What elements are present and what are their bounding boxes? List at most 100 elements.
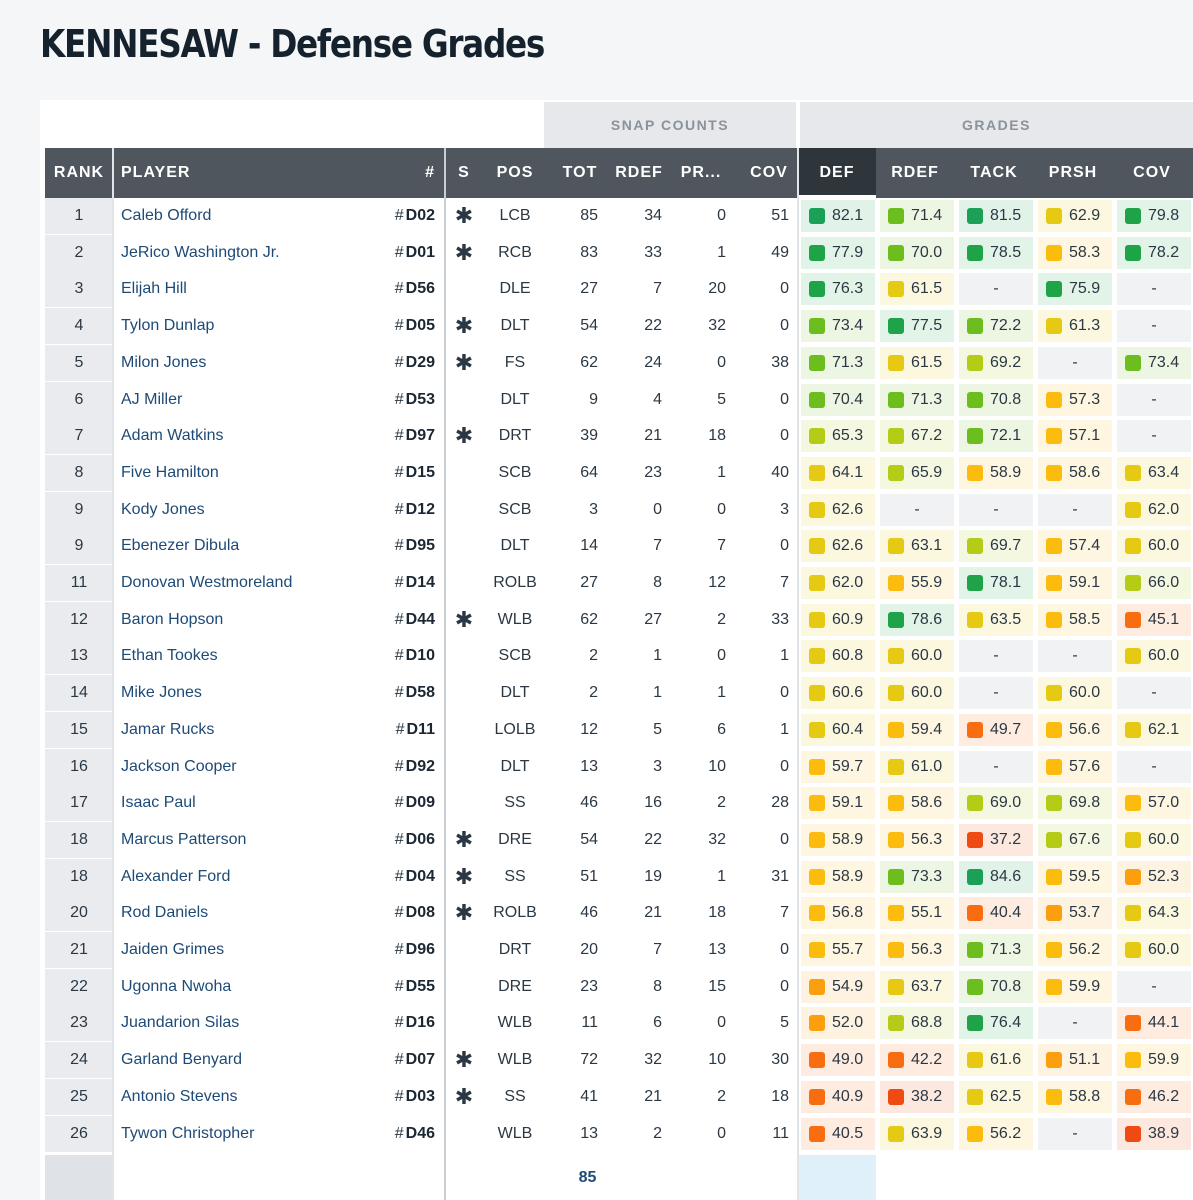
player-link[interactable]: Kody Jones — [121, 500, 205, 518]
table-row[interactable]: 8 Five Hamilton # D15 SCB 64 23 1 40 64.1 65.9 58.9… — [45, 454, 1193, 491]
grade-color-swatch — [1046, 208, 1062, 224]
grade-color-swatch — [809, 1015, 825, 1032]
grade-def: 40.9 — [801, 1080, 875, 1113]
grade-value: 59.9 — [1148, 1051, 1180, 1069]
player-link[interactable]: Marcus Patterson — [121, 830, 247, 848]
col-grade-tack[interactable]: TACK — [970, 164, 1018, 181]
player-link[interactable]: Donovan Westmoreland — [121, 574, 293, 591]
grade-color-swatch — [809, 428, 825, 445]
player-link[interactable]: Ethan Tookes — [121, 647, 218, 665]
col-grade-def[interactable]: DEF — [798, 148, 876, 198]
player-link[interactable]: Garland Benyard — [121, 1051, 242, 1069]
table-row[interactable]: 2 JeRico Washington Jr. # D01 ✱ RCB 83 33 1 49 77.… — [45, 234, 1193, 271]
player-link[interactable]: Antonio Stevens — [121, 1087, 238, 1105]
col-cov[interactable]: COV — [750, 164, 788, 181]
grade-color-swatch — [1125, 905, 1141, 922]
grade-value: 55.7 — [832, 941, 864, 958]
grade-value: 78.2 — [1148, 243, 1180, 261]
player-link[interactable]: AJ Miller — [121, 390, 183, 408]
player-link[interactable]: Jackson Cooper — [121, 757, 237, 775]
col-pos[interactable]: POS — [496, 164, 534, 181]
grade-color-swatch — [967, 464, 983, 481]
table-row[interactable]: 23 Juandarion Silas # D16 WLB 11 6 0 5 52.0 68.8 76… — [45, 1005, 1193, 1042]
jersey-number: # D14 — [375, 565, 435, 601]
table-row[interactable]: 18 Marcus Patterson # D06 ✱ DRE 54 22 32 0 58.9 56.… — [45, 821, 1193, 858]
grade-tack: 78.5 — [959, 236, 1033, 269]
grade-cov: 60.0 — [1117, 640, 1191, 673]
col-rank[interactable]: RANK — [53, 164, 105, 181]
player-link[interactable]: Five Hamilton — [121, 463, 219, 481]
table-row[interactable]: 6 AJ Miller # D53 DLT 9 4 5 0 70.4 71.3 70.8 57.3- — [45, 381, 1193, 418]
grade-color-swatch — [888, 905, 904, 922]
position-cell: ROLB — [493, 904, 537, 922]
table-row[interactable]: 9 Ebenezer Dibula # D95 DLT 14 7 7 0 62.6 63.1 69.7… — [45, 528, 1193, 565]
grade-color-swatch — [1046, 685, 1062, 702]
col-grade-cov[interactable]: COV — [1133, 164, 1171, 181]
player-link[interactable]: Adam Watkins — [121, 427, 224, 445]
table-row[interactable]: 16 Jackson Cooper # D92 DLT 13 3 10 0 59.7 61.0-57… — [45, 748, 1193, 785]
table-row[interactable]: 3 Elijah Hill # D56 DLE 27 7 20 0 76.3 61.5-75.9- — [45, 271, 1193, 308]
col-player[interactable]: PLAYER — [121, 164, 191, 181]
grade-color-swatch — [888, 354, 904, 371]
table-row[interactable]: 15 Jamar Rucks # D11 LOLB 12 5 6 1 60.4 59.4 49.7 56… — [45, 711, 1193, 748]
player-link[interactable]: Isaac Paul — [121, 794, 196, 812]
player-link[interactable]: Tylon Dunlap — [121, 317, 215, 335]
number-code: D09 — [405, 794, 435, 812]
grade-tack: 84.6 — [959, 860, 1033, 893]
snaps-total: 9 — [589, 390, 598, 408]
table-row[interactable]: 25 Antonio Stevens # D03 ✱ SS 41 21 2 18 40.9 38.2 6… — [45, 1078, 1193, 1115]
snaps-total: 2 — [589, 647, 598, 665]
table-row[interactable]: 17 Isaac Paul # D09 SS 46 16 2 28 59.1 58.6 69.0 69.… — [45, 785, 1193, 822]
table-row[interactable]: 13 Ethan Tookes # D10 SCB 2 1 0 1 60.8 60.0- -60.0 — [45, 638, 1193, 675]
table-row[interactable]: 12 Baron Hopson # D44 ✱ WLB 62 27 2 33 60.9 78.6 63.… — [45, 601, 1193, 638]
col-grade-rdef[interactable]: RDEF — [891, 164, 939, 181]
number-hash: # — [394, 1124, 404, 1142]
jersey-number: # D58 — [375, 675, 435, 711]
grade-prsh: 58.3 — [1038, 236, 1112, 269]
player-link[interactable]: Alexander Ford — [121, 867, 231, 885]
table-row[interactable]: 20 Rod Daniels # D08 ✱ ROLB 46 21 18 7 56.8 55.1 40.… — [45, 895, 1193, 932]
col-starter[interactable]: S — [458, 164, 470, 181]
grade-color-swatch — [1046, 721, 1062, 738]
grade-value: 60.0 — [1148, 941, 1180, 958]
player-link[interactable]: Elijah Hill — [121, 280, 187, 298]
player-link[interactable]: Tywon Christopher — [121, 1124, 255, 1142]
player-link[interactable]: Milon Jones — [121, 353, 207, 371]
player-link[interactable]: Juandarion Silas — [121, 1014, 240, 1032]
player-link[interactable]: Caleb Offord — [121, 207, 212, 224]
table-row[interactable]: 18 Alexander Ford # D04 ✱ SS 51 19 1 31 58.9 73.3 84… — [45, 858, 1193, 895]
table-row[interactable]: 11 Donovan Westmoreland # D14 ROLB 27 8 12 7 62.0… — [45, 565, 1193, 601]
player-link[interactable]: Mike Jones — [121, 684, 202, 702]
table-row[interactable]: 21 Jaiden Grimes # D96 DRT 20 7 13 0 55.7 56.3 71.3… — [45, 932, 1193, 968]
table-row[interactable]: 9 Kody Jones # D12 SCB 3 0 0 3 62.6- - -62.0 — [45, 491, 1193, 528]
player-link[interactable]: Jaiden Grimes — [121, 941, 225, 958]
col-number[interactable]: # — [425, 164, 435, 181]
col-tot[interactable]: TOT — [562, 164, 598, 181]
player-link[interactable]: Ugonna Nwoha — [121, 977, 232, 995]
table-row[interactable]: 22 Ugonna Nwoha # D55 DRE 23 8 15 0 54.9 63.7 70.8 5… — [45, 968, 1193, 1005]
grade-color-swatch — [809, 354, 825, 371]
player-link[interactable]: Jamar Rucks — [121, 720, 215, 738]
grade-tack: - — [959, 493, 1033, 526]
snaps-coverage: 0 — [780, 317, 789, 335]
grade-value: 63.5 — [990, 610, 1022, 628]
table-row[interactable]: 26 Tywon Christopher # D46 WLB 13 2 0 11 40.5 63.9… — [45, 1115, 1193, 1152]
table-row[interactable]: 5 Milon Jones # D29 ✱ FS 62 24 0 38 71.3 61.5 69.2- 7… — [45, 344, 1193, 381]
table-row[interactable]: 4 Tylon Dunlap # D05 ✱ DLT 54 22 32 0 73.4 77.5 72.2… — [45, 308, 1193, 345]
snaps-coverage: 0 — [780, 941, 789, 958]
player-link[interactable]: Rod Daniels — [121, 904, 209, 922]
table-row[interactable]: 7 Adam Watkins # D97 ✱ DRT 39 21 18 0 65.3 67.2 72.1… — [45, 418, 1193, 455]
table-row[interactable]: 1 Caleb Offord # D02 ✱ LCB 85 34 0 51 82.1 71.4 81.5… — [45, 198, 1193, 234]
player-link[interactable]: JeRico Washington Jr. — [121, 243, 280, 261]
col-rdef[interactable]: RDEF — [615, 164, 663, 181]
number-hash: # — [394, 684, 404, 702]
col-grade-prsh[interactable]: PRSH — [1048, 164, 1098, 181]
player-link[interactable]: Ebenezer Dibula — [121, 537, 240, 555]
table-row[interactable]: 14 Mike Jones # D58 DLT 2 1 1 0 60.6 60.0-60.0- — [45, 675, 1193, 712]
snaps-pass-rush: 0 — [717, 1014, 726, 1032]
table-row[interactable]: 24 Garland Benyard # D07 ✱ WLB 72 32 10 30 49.0 42.… — [45, 1042, 1193, 1079]
col-prsh[interactable]: PR... — [680, 164, 722, 181]
grade-value: 55.1 — [911, 904, 943, 922]
player-link[interactable]: Baron Hopson — [121, 610, 224, 628]
grade-cov: 66.0 — [1117, 567, 1191, 599]
